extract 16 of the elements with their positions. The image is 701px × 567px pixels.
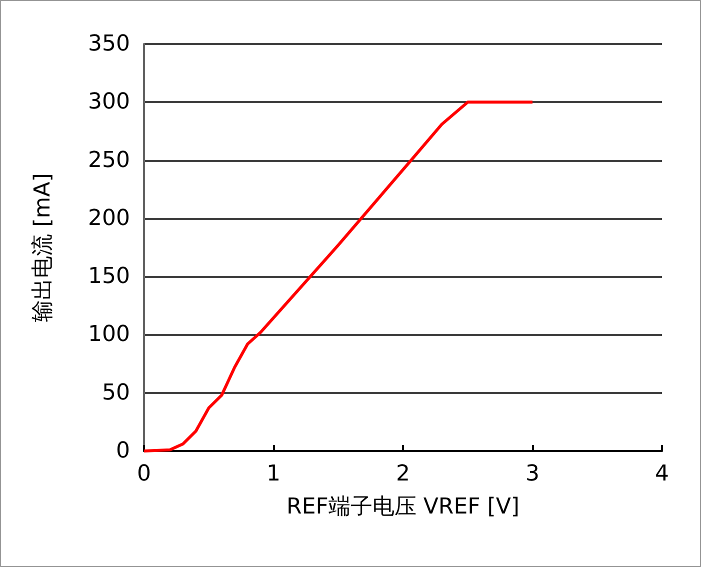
y-tick-label: 300: [88, 90, 130, 115]
y-tick-label: 50: [102, 380, 130, 406]
y-tick-label: 250: [88, 148, 130, 173]
x-tick-label: 0: [137, 462, 151, 486]
y-tick-label: 0: [116, 438, 130, 464]
x-tick-label: 1: [266, 462, 280, 486]
y-axis-title: 输出电流 [mA]: [30, 173, 56, 322]
y-tick-label: 100: [88, 322, 130, 348]
x-tick-label: 3: [526, 462, 540, 486]
y-tick-label: 200: [88, 206, 130, 231]
y-tick-label: 350: [88, 32, 130, 56]
y-tick-label: 150: [88, 264, 130, 290]
x-axis-title: REF端子电压 VREF [V]: [286, 494, 520, 520]
x-tick-label: 2: [396, 462, 410, 486]
line-series: [142, 100, 534, 452]
x-tick-label: 4: [655, 462, 669, 486]
